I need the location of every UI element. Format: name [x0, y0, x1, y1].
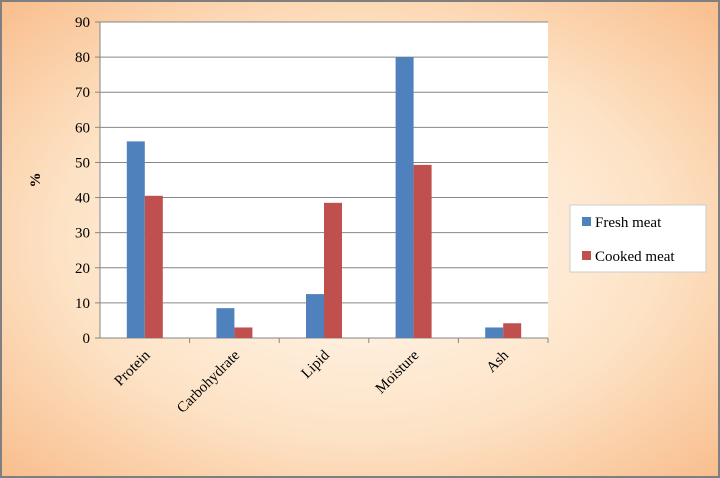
legend-swatch: [582, 251, 591, 260]
y-tick-label: 30: [75, 226, 90, 242]
y-tick-label: 60: [75, 120, 90, 136]
legend-label: Fresh meat: [595, 215, 662, 231]
y-axis-label: %: [28, 173, 44, 188]
legend-swatch: [582, 217, 591, 226]
bar: [413, 164, 432, 338]
bar: [503, 323, 522, 338]
y-tick-label: 70: [75, 85, 90, 101]
y-tick-label: 90: [75, 15, 90, 31]
bar: [126, 141, 145, 338]
y-tick-label: 80: [75, 50, 90, 66]
y-tick-label: 50: [75, 155, 90, 171]
bar: [395, 57, 414, 338]
legend-label: Cooked meat: [595, 249, 675, 265]
y-tick-label: 20: [75, 261, 90, 277]
y-tick-label: 10: [75, 296, 90, 312]
y-tick-label: 40: [75, 191, 90, 207]
legend: [569, 204, 707, 273]
bar: [324, 202, 342, 338]
bar: [485, 327, 504, 338]
bar: [234, 327, 253, 338]
bar: [306, 294, 324, 338]
y-tick-label: 0: [83, 331, 91, 347]
bar: [216, 308, 235, 338]
bar: [144, 195, 163, 338]
